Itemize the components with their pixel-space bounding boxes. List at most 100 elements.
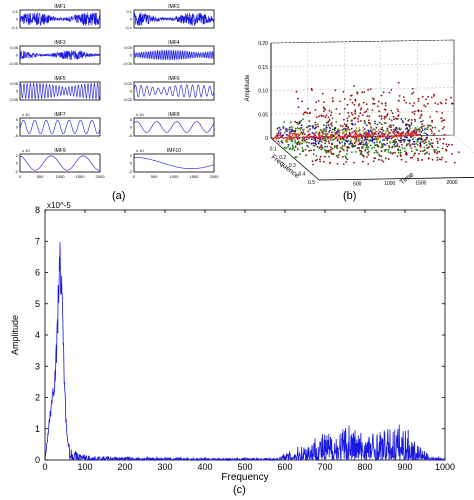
scatter-point bbox=[383, 150, 386, 153]
scatter-point bbox=[416, 129, 418, 132]
scatter-point bbox=[310, 87, 313, 90]
scatter-point bbox=[330, 111, 333, 114]
scatter-point bbox=[376, 130, 379, 133]
scatter-point bbox=[341, 147, 343, 150]
scatter-point bbox=[411, 138, 414, 141]
scatter-point bbox=[412, 130, 414, 133]
scatter-point bbox=[320, 144, 323, 147]
scatter-point bbox=[373, 141, 376, 144]
scatter-point bbox=[442, 119, 444, 122]
scatter-point bbox=[399, 134, 402, 136]
scatter-point bbox=[316, 158, 318, 161]
scatter-point bbox=[377, 138, 380, 141]
scatter-point bbox=[328, 109, 331, 112]
scatter-point bbox=[345, 125, 347, 128]
scatter-point bbox=[373, 138, 375, 140]
imf-title: IMF6 bbox=[168, 76, 180, 82]
scatter-point bbox=[296, 143, 299, 146]
scatter-point bbox=[443, 133, 446, 136]
scatter-point bbox=[290, 136, 293, 138]
scatter-point bbox=[410, 147, 413, 150]
scatter-point bbox=[319, 155, 322, 158]
scatter-point bbox=[344, 142, 346, 145]
scatter-point bbox=[342, 128, 345, 131]
scatter-point bbox=[406, 127, 409, 130]
scatter-point bbox=[338, 113, 341, 115]
scatter-point bbox=[314, 109, 317, 111]
frequency-spectrum-panel: 0 100 200 300 400 500 600 700 800 900 1000 0 1 2 3 4 5 6 7… bbox=[10, 201, 455, 483]
scatter-point bbox=[362, 126, 365, 129]
scatter-point bbox=[425, 141, 427, 144]
scatter-point bbox=[426, 128, 429, 131]
scatter-point bbox=[394, 117, 397, 120]
x-tick-label: 300 bbox=[157, 462, 172, 472]
scatter-point bbox=[359, 132, 361, 134]
scatter-point bbox=[342, 163, 345, 166]
scatter-point bbox=[414, 120, 417, 123]
scatter-point bbox=[416, 144, 419, 146]
scatter-point bbox=[361, 91, 364, 94]
scatter-point bbox=[278, 134, 280, 137]
imf-axes bbox=[133, 117, 215, 137]
scatter-point bbox=[382, 160, 385, 163]
scatter-point bbox=[327, 124, 330, 127]
amplitude-tick-label: 0.10 bbox=[258, 89, 268, 95]
scatter-point bbox=[335, 146, 338, 149]
scatter-point bbox=[402, 96, 405, 98]
scatter-point bbox=[427, 157, 430, 160]
scatter-point bbox=[435, 152, 438, 155]
x-tick-label: 600 bbox=[277, 462, 292, 472]
scatter-point bbox=[426, 151, 428, 154]
scatter-point bbox=[436, 103, 439, 105]
scatter-point bbox=[391, 140, 394, 143]
scatter-point bbox=[382, 129, 385, 132]
scatter-point bbox=[328, 131, 330, 133]
scatter-point bbox=[351, 122, 354, 125]
scatter-point bbox=[351, 151, 353, 154]
scatter-point bbox=[343, 118, 345, 121]
floor-edge bbox=[453, 134, 474, 153]
scatter-point bbox=[355, 133, 358, 136]
scatter-point bbox=[315, 126, 318, 129]
scatter-point bbox=[316, 123, 319, 126]
scatter-point bbox=[419, 133, 422, 136]
scatter-point bbox=[346, 148, 349, 150]
scatter-point bbox=[345, 130, 348, 133]
scatter-point bbox=[312, 125, 314, 128]
scatter-point bbox=[297, 138, 299, 141]
scatter-point bbox=[285, 147, 288, 150]
scatter-point bbox=[302, 131, 305, 134]
scatter-point bbox=[353, 142, 356, 145]
scatter-point bbox=[398, 132, 400, 135]
scatter-point bbox=[391, 145, 394, 148]
scatter-point bbox=[334, 89, 337, 92]
scatter-point bbox=[301, 100, 303, 103]
scatter-point bbox=[395, 131, 397, 134]
scatter-point bbox=[380, 117, 383, 120]
scatter-point bbox=[417, 100, 420, 102]
scatter-point bbox=[407, 120, 410, 122]
scatter-point bbox=[311, 160, 314, 163]
scatter-point bbox=[433, 150, 436, 153]
scatter-point bbox=[382, 133, 385, 135]
spectrum-axes: 0 100 200 300 400 500 600 700 800 900 1000 0 1 2 3 4 5 6 7… bbox=[10, 201, 455, 483]
scatter-point bbox=[361, 141, 364, 143]
scatter-point bbox=[320, 136, 323, 138]
scatter-point bbox=[282, 137, 285, 140]
scatter-point bbox=[325, 133, 327, 135]
scatter-point bbox=[420, 138, 422, 141]
y-tick-label: 2 bbox=[35, 393, 40, 403]
scatter-point bbox=[344, 108, 346, 110]
imf-ytick-label: -0.1 bbox=[125, 25, 133, 30]
scatter-point bbox=[283, 121, 285, 123]
scatter-point bbox=[357, 134, 359, 137]
scatter-point bbox=[328, 119, 331, 121]
scatter-point bbox=[354, 112, 356, 115]
scatter-point bbox=[297, 123, 299, 126]
scatter-point bbox=[290, 130, 293, 133]
scatter-point bbox=[399, 151, 402, 154]
scatter-point bbox=[441, 147, 444, 150]
scatter-point bbox=[444, 102, 447, 105]
scatter-point bbox=[440, 102, 443, 105]
x-tick-label: 700 bbox=[317, 462, 332, 472]
